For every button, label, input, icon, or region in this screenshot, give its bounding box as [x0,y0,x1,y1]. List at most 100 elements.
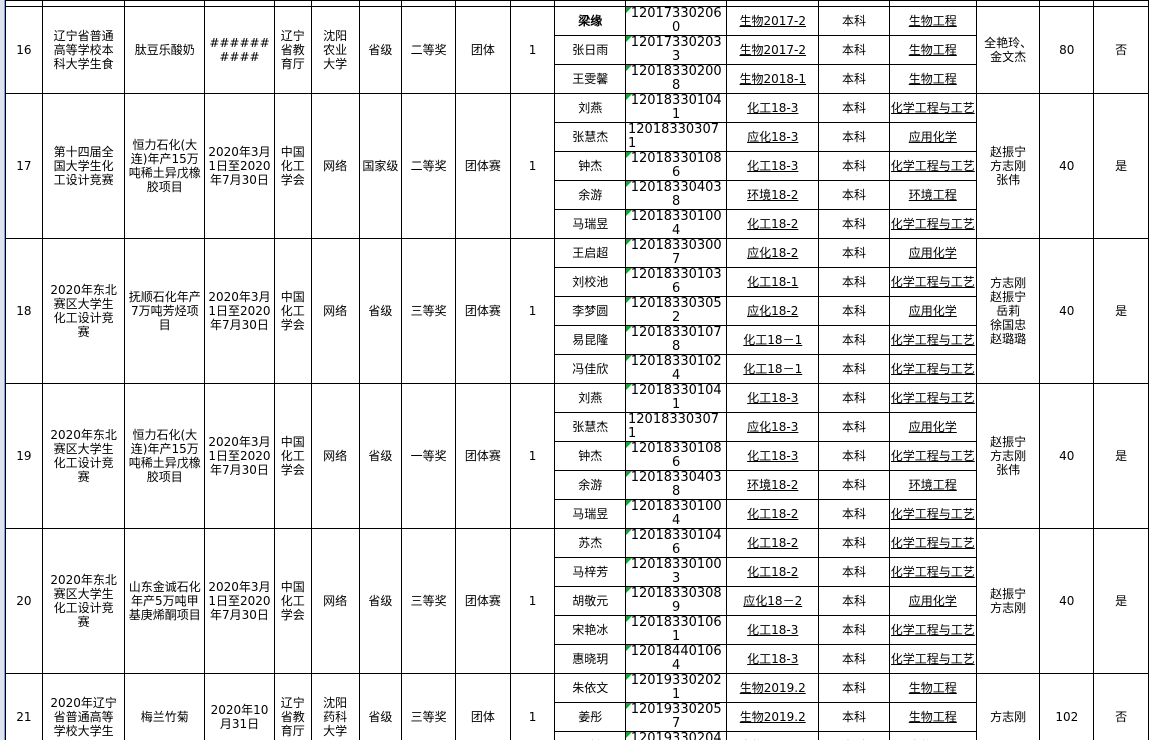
cell-student-class[interactable]: 生物2019.2 [726,731,820,740]
cell-no[interactable]: 20 [5,528,43,674]
cell-score[interactable]: 40 [1039,238,1095,384]
cell-level[interactable]: 国家级 [358,93,403,239]
cell-student-name[interactable]: 冯佳欣 [554,354,627,384]
cell-count[interactable]: 1 [509,93,556,239]
cell-school[interactable]: 网络 [310,93,360,239]
cell-student-major[interactable]: 化学工程与工艺 [888,644,977,674]
cell-student-id[interactable]: 120183301004 [625,499,728,529]
cell-advisors[interactable]: 方志刚 [975,673,1041,740]
cell-student-degree[interactable]: 本科 [818,267,890,297]
cell-team[interactable]: 团体赛 [455,528,511,674]
cell-student-class[interactable]: 化工18-3 [726,441,820,471]
cell-award[interactable]: 三等奖 [401,238,456,384]
cell-no[interactable]: 17 [5,93,43,239]
cell-student-major[interactable]: 生物工程 [888,702,977,732]
cell-award[interactable]: 二等奖 [401,93,456,239]
cell-count[interactable]: 1 [509,383,556,529]
cell-student-name[interactable]: 李梦圆 [554,296,627,326]
cell-advisors[interactable]: 全艳玲、 金文杰 [975,6,1041,94]
cell-flag[interactable]: 是 [1093,383,1149,529]
cell-student-major[interactable]: 应用化学 [888,122,977,152]
cell-project[interactable]: 恒力石化(大连)年产15万吨稀土异戊橡胶项目 [124,93,206,239]
cell-competition[interactable]: 2020年东北赛区大学生化工设计竞赛 [41,528,126,674]
cell-student-class[interactable]: 生物2017-2 [726,35,820,65]
cell-advisors[interactable]: 方志刚 赵振宁 岳莉 徐国忠 赵璐璐 [975,238,1041,384]
cell-student-id[interactable]: 120183301086 [625,441,728,471]
cell-student-id[interactable]: 120183303052 [625,296,728,326]
cell-student-class[interactable]: 化工18-2 [726,209,820,239]
cell-student-degree[interactable]: 本科 [818,528,890,558]
cell-student-class[interactable]: 化工18－1 [726,354,820,384]
cell-school[interactable]: 沈阳药科大学 [310,673,360,740]
cell-count[interactable]: 1 [509,238,556,384]
cell-student-degree[interactable]: 本科 [818,238,890,268]
cell-student-class[interactable]: 化工18-3 [726,615,820,645]
cell-count[interactable]: 1 [509,673,556,740]
cell-student-degree[interactable]: 本科 [818,6,890,36]
cell-student-name[interactable]: 姜彤 [554,702,627,732]
cell-no[interactable]: 16 [5,6,43,94]
cell-student-id[interactable]: 120173302060 [625,6,728,36]
cell-student-class[interactable]: 环境18-2 [726,470,820,500]
cell-student-class[interactable]: 生物2018-1 [726,64,820,94]
cell-student-degree[interactable]: 本科 [818,64,890,94]
cell-student-name[interactable]: 张日雨 [554,35,627,65]
cell-student-name[interactable]: 易昆隆 [554,325,627,355]
cell-organizer[interactable]: 中国化工学会 [273,93,312,239]
cell-student-id[interactable]: 120183301004 [625,209,728,239]
cell-student-id[interactable]: 120183301086 [625,151,728,181]
cell-project[interactable]: 梅兰竹菊 [124,673,206,740]
cell-level[interactable]: 省级 [358,6,403,94]
cell-score[interactable]: 80 [1039,6,1095,94]
cell-score[interactable]: 40 [1039,528,1095,674]
cell-student-major[interactable]: 化学工程与工艺 [888,499,977,529]
cell-score[interactable]: 40 [1039,383,1095,529]
cell-student-id[interactable]: 120183301078 [625,325,728,355]
cell-student-major[interactable]: 化学工程与工艺 [888,209,977,239]
cell-organizer[interactable]: 辽宁省教育厅 [273,673,312,740]
cell-student-name[interactable]: 余游 [554,470,627,500]
cell-level[interactable]: 省级 [358,673,403,740]
cell-student-major[interactable]: 化学工程与工艺 [888,325,977,355]
cell-student-major[interactable]: 环境工程 [888,180,977,210]
cell-team[interactable]: 团体赛 [455,93,511,239]
cell-student-class[interactable]: 应化18－2 [726,586,820,616]
cell-student-name[interactable]: 朱依文 [554,673,627,703]
cell-student-major[interactable]: 环境工程 [888,470,977,500]
cell-student-name[interactable]: 刘校池 [554,267,627,297]
cell-student-major[interactable]: 化学工程与工艺 [888,557,977,587]
cell-student-major[interactable]: 化学工程与工艺 [888,354,977,384]
cell-student-degree[interactable]: 本科 [818,93,890,123]
cell-team[interactable]: 团体赛 [455,383,511,529]
cell-score[interactable]: 40 [1039,93,1095,239]
cell-student-major[interactable]: 应用化学 [888,238,977,268]
cell-student-id[interactable]: 120173302033 [625,35,728,65]
cell-organizer[interactable]: 中国化工学会 [273,383,312,529]
cell-student-class[interactable]: 化工18－1 [726,325,820,355]
cell-level[interactable]: 省级 [358,383,403,529]
cell-student-name[interactable]: 胡敬元 [554,586,627,616]
cell-project[interactable]: 恒力石化(大连)年产15万吨稀土异戊橡胶项目 [124,383,206,529]
cell-student-degree[interactable]: 本科 [818,325,890,355]
cell-advisors[interactable]: 赵振宁 方志刚 张伟 [975,383,1041,529]
cell-student-id[interactable]: 120193302057 [625,702,728,732]
cell-student-id[interactable]: 120183301046 [625,528,728,558]
cell-student-degree[interactable]: 本科 [818,209,890,239]
cell-competition[interactable]: 2020年辽宁省普通高等学校大学生 [41,673,126,740]
cell-level[interactable]: 省级 [358,238,403,384]
cell-student-degree[interactable]: 本科 [818,731,890,740]
cell-award[interactable]: 二等奖 [401,6,456,94]
cell-student-id[interactable]: 120183301036 [625,267,728,297]
cell-student-degree[interactable]: 本科 [818,499,890,529]
cell-student-id[interactable]: 120183302008 [625,64,728,94]
cell-flag[interactable]: 否 [1093,673,1149,740]
cell-student-id[interactable]: 120183301061 [625,615,728,645]
cell-score[interactable]: 102 [1039,673,1095,740]
cell-student-class[interactable]: 生物2019.2 [726,673,820,703]
cell-student-degree[interactable]: 本科 [818,441,890,471]
cell-organizer[interactable]: 辽宁省教育厅 [273,6,312,94]
cell-school[interactable]: 网络 [310,383,360,529]
cell-student-id[interactable]: 120183301041 [625,93,728,123]
cell-student-id[interactable]: 120183301041 [625,383,728,413]
cell-student-name[interactable]: 马瑞昱 [554,499,627,529]
